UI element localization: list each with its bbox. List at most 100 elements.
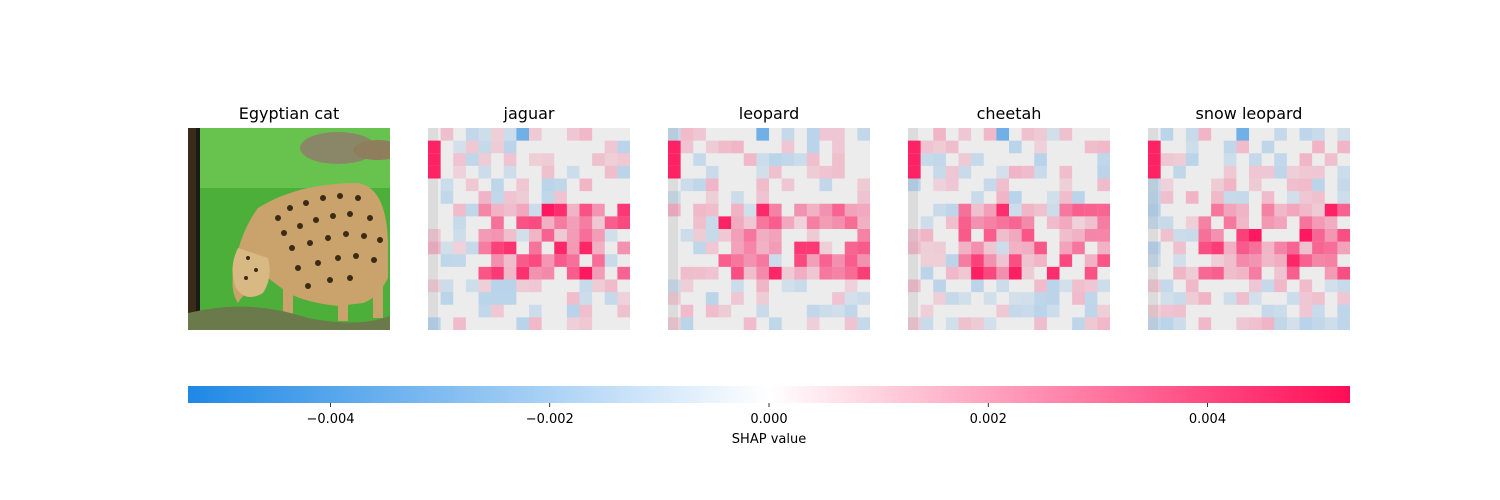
shap-cell bbox=[554, 216, 567, 230]
shap-cell bbox=[440, 292, 454, 305]
shap-cell bbox=[478, 279, 492, 293]
shap-cell bbox=[1312, 165, 1325, 179]
shap-cell bbox=[794, 266, 807, 280]
shap-cell bbox=[1299, 279, 1313, 293]
shap-cell bbox=[491, 191, 504, 204]
shap-cell bbox=[945, 254, 959, 267]
shap-cell bbox=[844, 292, 858, 305]
shap-cell bbox=[604, 153, 618, 166]
shap-cell bbox=[1236, 266, 1250, 280]
shap-cell bbox=[566, 203, 580, 217]
shap-cell bbox=[604, 292, 618, 305]
shap-cell bbox=[503, 254, 517, 267]
shap-cell bbox=[756, 266, 770, 280]
shap-cell bbox=[731, 292, 744, 305]
shap-cell bbox=[1312, 178, 1325, 192]
shap-cell bbox=[503, 241, 517, 255]
shap-cell bbox=[1324, 203, 1338, 217]
shap-cell bbox=[1034, 317, 1047, 330]
shap-cell bbox=[1160, 153, 1174, 166]
shap-cell bbox=[440, 128, 454, 141]
shap-cell bbox=[743, 229, 757, 242]
shap-cell bbox=[945, 317, 959, 330]
shap-cell bbox=[1034, 203, 1047, 217]
shap-cell bbox=[668, 153, 681, 166]
shap-cell bbox=[832, 140, 845, 154]
shap-cell bbox=[769, 266, 782, 280]
shap-cell bbox=[668, 279, 681, 293]
shap-cell bbox=[1236, 254, 1250, 267]
shap-cell bbox=[756, 304, 770, 318]
shap-cell bbox=[491, 229, 504, 242]
shap-cell bbox=[503, 292, 517, 305]
shap-cell bbox=[983, 203, 997, 217]
shap-cell bbox=[1299, 317, 1313, 330]
shap-cell bbox=[1148, 178, 1161, 192]
shap-cell bbox=[1046, 266, 1060, 280]
shap-cell bbox=[566, 254, 580, 267]
shap-cell bbox=[465, 140, 479, 154]
shap-cell bbox=[680, 317, 694, 330]
shap-cell bbox=[1299, 165, 1313, 179]
shap-cell bbox=[465, 128, 479, 141]
shap-cell bbox=[440, 254, 454, 267]
shap-cell bbox=[1097, 241, 1110, 255]
shap-cell bbox=[920, 140, 934, 154]
shap-cell bbox=[668, 165, 681, 179]
shap-cell bbox=[592, 203, 605, 217]
shap-cell bbox=[933, 292, 946, 305]
shap-cell bbox=[983, 216, 997, 230]
shap-cell bbox=[566, 266, 580, 280]
shap-cell bbox=[693, 153, 706, 166]
shap-cell bbox=[781, 140, 795, 154]
shap-cell bbox=[428, 140, 441, 154]
shap-cell bbox=[1046, 292, 1060, 305]
shap-cell bbox=[1160, 216, 1174, 230]
shap-cell bbox=[1337, 292, 1350, 305]
shap-cell bbox=[1286, 292, 1300, 305]
shap-cell bbox=[440, 191, 454, 204]
shap-cell bbox=[958, 128, 972, 141]
shap-cell bbox=[1072, 203, 1085, 217]
shap-cell bbox=[1312, 317, 1325, 330]
shap-cell bbox=[857, 178, 870, 192]
shap-cell bbox=[541, 191, 555, 204]
shap-cell bbox=[529, 304, 542, 318]
shap-cell bbox=[781, 279, 795, 293]
shap-cell bbox=[819, 203, 833, 217]
shap-cell bbox=[680, 229, 694, 242]
shap-cell bbox=[1299, 178, 1313, 192]
shap-cell bbox=[1034, 165, 1047, 179]
shap-cell bbox=[566, 317, 580, 330]
shap-cell bbox=[731, 279, 744, 293]
shap-cell bbox=[1261, 165, 1275, 179]
shap-cell bbox=[1236, 191, 1250, 204]
shap-cell bbox=[756, 254, 770, 267]
shap-cell bbox=[933, 203, 946, 217]
shap-cell bbox=[1274, 128, 1287, 141]
shap-cell bbox=[1261, 254, 1275, 267]
shap-cell bbox=[1173, 254, 1186, 267]
panel-title: Egyptian cat bbox=[238, 104, 340, 123]
shap-cell bbox=[668, 191, 681, 204]
shap-cell bbox=[920, 153, 934, 166]
shap-cell bbox=[579, 266, 593, 280]
shap-cell bbox=[1299, 203, 1313, 217]
shap-cell bbox=[428, 241, 441, 255]
shap-cell bbox=[1072, 216, 1085, 230]
shap-cell bbox=[1097, 229, 1110, 242]
shap-cell bbox=[453, 216, 466, 230]
shap-cell bbox=[453, 203, 466, 217]
shap-cell bbox=[428, 317, 441, 330]
shap-cell bbox=[1337, 266, 1350, 280]
shap-cell bbox=[1148, 254, 1161, 267]
shap-cell bbox=[1059, 216, 1073, 230]
shap-cell bbox=[491, 254, 504, 267]
shap-cell bbox=[958, 241, 972, 255]
shap-cell bbox=[996, 165, 1010, 179]
shap-cell bbox=[1249, 266, 1262, 280]
shap-cell bbox=[579, 229, 593, 242]
shap-cell bbox=[1097, 153, 1110, 166]
shap-cell bbox=[1249, 165, 1262, 179]
shap-cell bbox=[983, 266, 997, 280]
